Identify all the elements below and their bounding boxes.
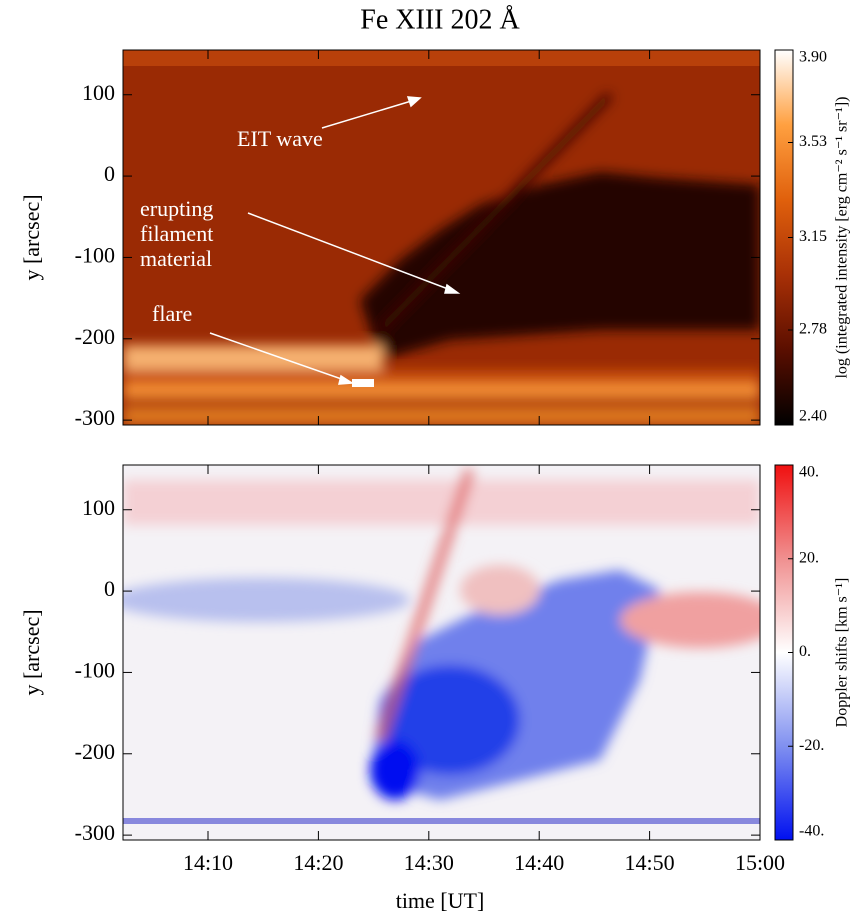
chart-title: Fe XIII 202 Å <box>360 4 520 35</box>
colorbar-tick-label: -20. <box>799 737 824 754</box>
x-tick-label: 14:20 <box>293 850 343 875</box>
colorbar-tick-label: 3.53 <box>799 133 827 150</box>
y-tick-label: -300 <box>75 820 115 845</box>
y-axis-label: y [arcsec] <box>19 609 44 695</box>
colorbar-tick-label: 20. <box>799 549 819 566</box>
colorbar-tick-label: 3.15 <box>799 228 827 245</box>
y-tick-label: 0 <box>104 161 115 186</box>
doppler-image <box>123 465 760 840</box>
annotation: filament <box>140 221 213 246</box>
y-axis-label: y [arcsec] <box>19 194 44 280</box>
plot-frame <box>122 464 761 841</box>
colorbar-label: Doppler shifts [km s⁻¹] <box>834 578 851 728</box>
x-axis-label: time [UT] <box>396 888 485 913</box>
annotation-arrows <box>209 96 461 385</box>
plot-frame <box>122 49 761 426</box>
y-tick-label: 100 <box>82 495 115 520</box>
colorbar-tick-label: 2.40 <box>799 408 827 425</box>
intensity-image <box>123 50 760 425</box>
x-tick-label: 14:40 <box>514 850 564 875</box>
annotation: erupting <box>140 196 213 221</box>
colorbar-tick-label: 2.78 <box>799 321 827 338</box>
colorbar-label: log (integrated intensity [erg cm⁻² s⁻¹ … <box>834 96 851 378</box>
colorbar-tick-label: 0. <box>799 643 811 660</box>
y-tick-label: 100 <box>82 80 115 105</box>
colorbar-tick-label: 3.90 <box>799 49 827 66</box>
x-tick-label: 14:10 <box>183 850 233 875</box>
colorbar-tick-label: -40. <box>799 823 824 840</box>
annotation: material <box>140 246 212 271</box>
colorbar-tick-label: 40. <box>799 464 819 481</box>
x-tick-label: 14:50 <box>625 850 675 875</box>
annotation: flare <box>152 301 192 326</box>
x-tick-label: 15:00 <box>735 850 785 875</box>
y-tick-label: -200 <box>75 324 115 349</box>
annotation: EIT wave <box>237 126 323 151</box>
y-tick-label: -200 <box>75 739 115 764</box>
x-tick-label: 14:30 <box>404 850 454 875</box>
y-tick-label: -100 <box>75 242 115 267</box>
y-tick-label: -100 <box>75 657 115 682</box>
y-tick-label: -300 <box>75 405 115 430</box>
y-tick-label: 0 <box>104 576 115 601</box>
